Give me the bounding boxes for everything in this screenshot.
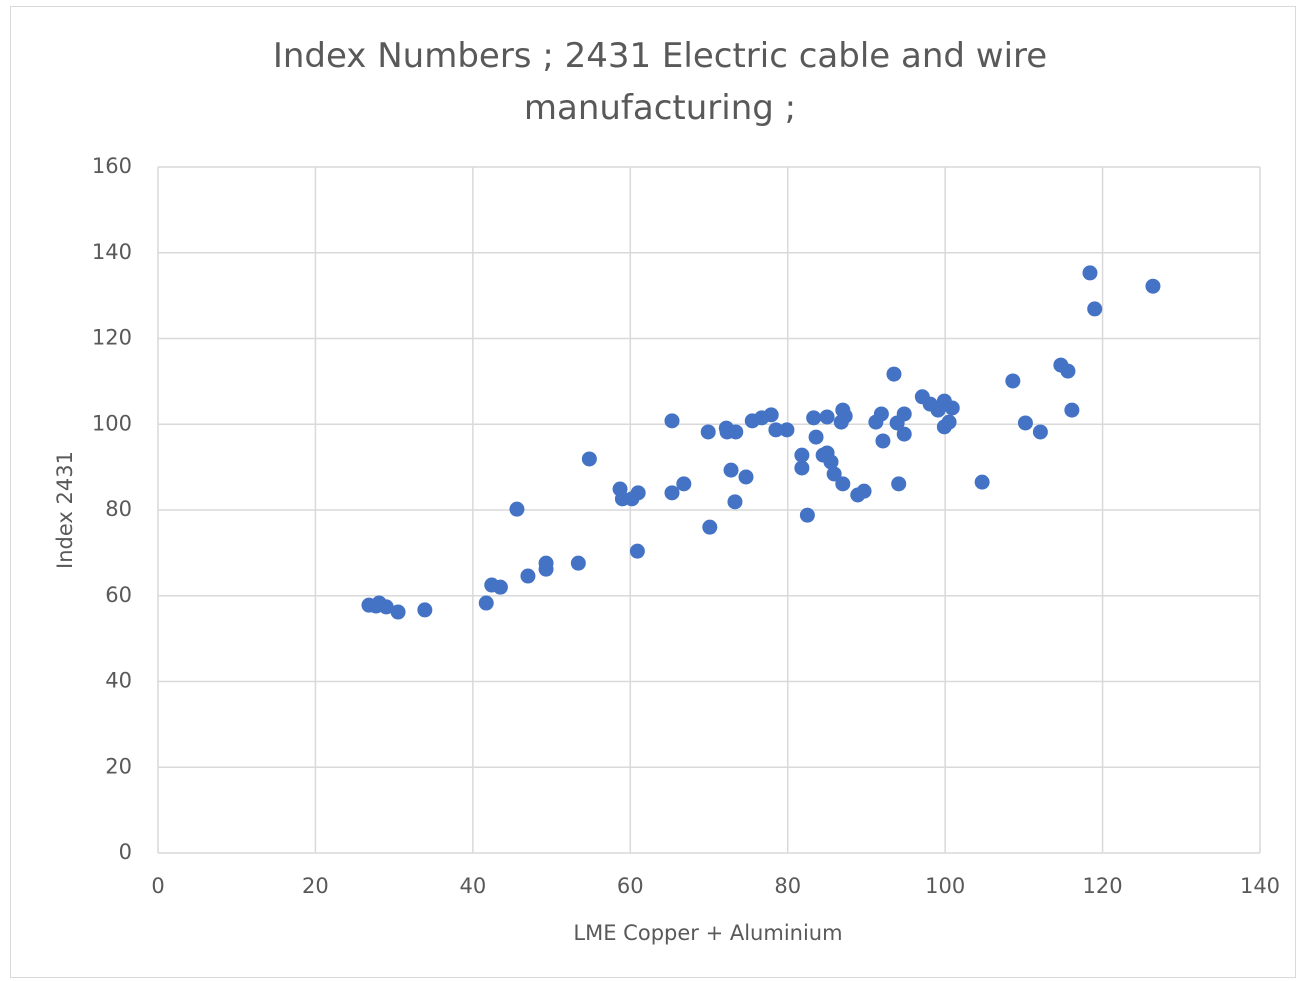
scatter-point (873, 406, 889, 422)
y-tick-label: 120 (92, 326, 132, 350)
y-tick-label: 80 (105, 497, 132, 521)
x-tick-label: 0 (151, 874, 164, 898)
x-tick-label: 80 (774, 874, 801, 898)
scatter-point (794, 447, 810, 463)
scatter-point (664, 413, 680, 429)
scatter-point (727, 494, 743, 510)
scatter-point (478, 595, 494, 611)
scatter-point (723, 462, 739, 478)
scatter-point (1145, 278, 1161, 294)
scatter-point (856, 483, 872, 499)
scatter-point (768, 422, 784, 438)
scatter-point (664, 485, 680, 501)
scatter-point (629, 543, 645, 559)
scatter-point (728, 424, 744, 440)
scatter-point (944, 400, 960, 416)
scatter-point (581, 451, 597, 467)
scatter-point (1060, 363, 1076, 379)
scatter-point (837, 408, 853, 424)
scatter-point (763, 407, 779, 423)
scatter-point (1017, 415, 1033, 431)
scatter-point (390, 604, 406, 620)
scatter-point (738, 469, 754, 485)
y-tick-label: 40 (105, 669, 132, 693)
chart-frame (10, 6, 1296, 978)
scatter-point (896, 406, 912, 422)
scatter-point (509, 501, 525, 517)
scatter-point (1005, 373, 1021, 389)
scatter-point (702, 519, 718, 535)
y-tick-label: 60 (105, 583, 132, 607)
x-tick-label: 60 (617, 874, 644, 898)
y-tick-label: 100 (92, 411, 132, 435)
scatter-point (1064, 402, 1080, 418)
scatter-point (1032, 424, 1048, 440)
scatter-point (570, 555, 586, 571)
scatter-point (806, 410, 822, 426)
x-tick-label: 140 (1240, 874, 1280, 898)
scatter-point (1082, 265, 1098, 281)
scatter-point (891, 476, 907, 492)
scatter-point (630, 485, 646, 501)
scatter-point (819, 409, 835, 425)
scatter-point (417, 602, 433, 618)
y-axis-label: Index 2431 (53, 451, 77, 569)
chart-title: Index Numbers ; 2431 Electric cable and … (272, 36, 1048, 128)
scatter-point (941, 414, 957, 430)
x-tick-label: 20 (302, 874, 329, 898)
scatter-point (799, 507, 815, 523)
scatter-point (808, 429, 824, 445)
scatter-point (875, 433, 891, 449)
x-tick-label: 40 (459, 874, 486, 898)
y-tick-label: 0 (119, 840, 132, 864)
scatter-point (896, 426, 912, 442)
scatter-point (835, 476, 851, 492)
scatter-point (1087, 301, 1103, 317)
scatter-point (538, 555, 554, 571)
x-axis-label: LME Copper + Aluminium (573, 921, 842, 945)
scatter-point (700, 424, 716, 440)
x-tick-label: 100 (925, 874, 965, 898)
scatter-point (826, 466, 842, 482)
scatter-point (779, 422, 795, 438)
scatter-point (974, 474, 990, 490)
x-tick-label: 120 (1083, 874, 1123, 898)
scatter-point (823, 454, 839, 470)
y-tick-label: 160 (92, 154, 132, 178)
scatter-point (520, 568, 536, 584)
scatter-point (676, 476, 692, 492)
scatter-point (886, 366, 902, 382)
scatter-point (794, 460, 810, 476)
y-tick-label: 20 (105, 754, 132, 778)
scatter-point (492, 579, 508, 595)
y-tick-label: 140 (92, 240, 132, 264)
scatter-point (378, 599, 394, 615)
